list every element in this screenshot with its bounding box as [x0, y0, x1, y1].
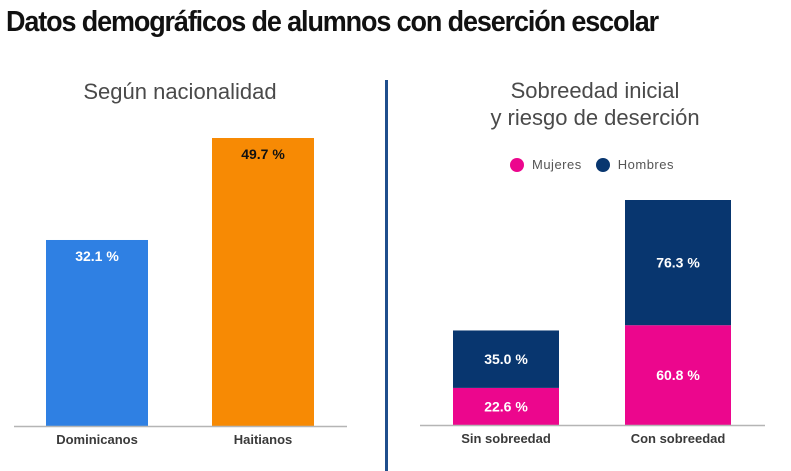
x-tick-label: Dominicanos — [56, 432, 138, 447]
bar-segment-hombres — [625, 200, 731, 326]
chart-right-title-line1: Sobreedad inicial — [510, 78, 680, 103]
legend-label-hombres: Hombres — [617, 157, 674, 172]
x-tick-label: Sin sobreedad — [461, 431, 551, 446]
chart-left-title: Según nacionalidad — [83, 79, 277, 104]
legend: Mujeres Hombres — [510, 157, 688, 172]
bar-segment-value-label: 22.6 % — [484, 398, 528, 414]
legend-item-hombres: Hombres — [595, 157, 674, 172]
page-title: Datos demográficos de alumnos con deserc… — [6, 6, 659, 38]
bar-segment-mujeres — [453, 387, 559, 425]
bar-segment-value-label: 60.8 % — [656, 367, 700, 383]
legend-label-mujeres: Mujeres — [532, 157, 582, 172]
x-tick-label: Haitianos — [234, 432, 293, 447]
chart-right-title-line2: y riesgo de deserción — [490, 105, 700, 130]
bar-segment-value-label: 76.3 % — [656, 255, 700, 271]
bar-value-label: 49.7 % — [241, 146, 285, 162]
legend-swatch-hombres — [595, 157, 610, 172]
bar-value-label: 32.1 % — [75, 248, 119, 264]
legend-item-mujeres: Mujeres — [510, 157, 582, 172]
bar-segment-mujeres — [625, 325, 731, 425]
bar-segment-hombres — [453, 330, 559, 388]
divider — [385, 80, 388, 471]
chart-right-title: Sobreedad inicial y riesgo de deserción — [475, 77, 715, 131]
bar-segment-value-label: 35.0 % — [484, 351, 528, 367]
legend-swatch-mujeres — [510, 157, 524, 172]
bar-dominicanos — [46, 239, 148, 426]
bar-haitianos — [212, 138, 314, 426]
x-tick-label: Con sobreedad — [631, 431, 726, 446]
